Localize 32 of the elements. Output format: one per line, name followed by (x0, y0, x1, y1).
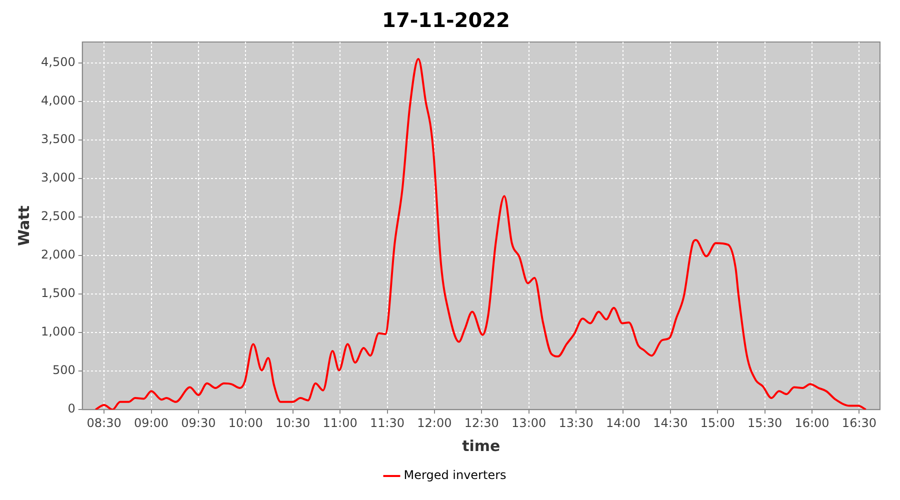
y-tick-label: 0 (68, 402, 76, 416)
y-tick-label: 2,500 (40, 209, 76, 224)
x-tick-label: 11:00 (322, 416, 358, 430)
x-tick-label: 14:30 (653, 416, 688, 430)
y-tick-label: 3,500 (40, 132, 76, 146)
x-tick-label: 10:30 (276, 416, 310, 430)
x-tick-label: 09:30 (181, 416, 216, 430)
y-tick-label: 4,000 (40, 93, 76, 108)
y-tick-label: 4,500 (40, 54, 76, 69)
y-tick-label: 1,000 (40, 324, 76, 339)
y-axis-title: Watt (14, 206, 33, 246)
x-tick-label: 15:30 (748, 416, 782, 430)
x-tick-label: 13:00 (512, 416, 546, 430)
x-tick-label: 15:00 (700, 416, 735, 430)
x-tick-label: 12:30 (464, 416, 499, 430)
x-tick-label: 12:00 (417, 416, 452, 430)
x-tick-label: 08:30 (86, 416, 122, 430)
y-tick-label: 2,000 (40, 248, 76, 262)
y-tick-label: 1,500 (40, 286, 76, 300)
x-tick-label: 09:00 (134, 416, 169, 430)
x-tick-label: 16:30 (842, 416, 877, 430)
x-tick-label: 10:00 (228, 416, 263, 430)
line-series (94, 58, 867, 410)
x-tick-label: 11:30 (370, 416, 405, 430)
y-tick-label: 500 (52, 363, 76, 378)
chart-title: 17-11-2022 (382, 8, 510, 32)
x-tick-label: 13:30 (558, 416, 594, 430)
legend-label: Merged inverters (404, 468, 506, 482)
x-axis-title: time (462, 436, 500, 455)
y-tick-label: 3,000 (40, 170, 76, 185)
x-tick-label: 14:00 (606, 416, 641, 430)
x-tick-label: 16:00 (794, 416, 830, 430)
